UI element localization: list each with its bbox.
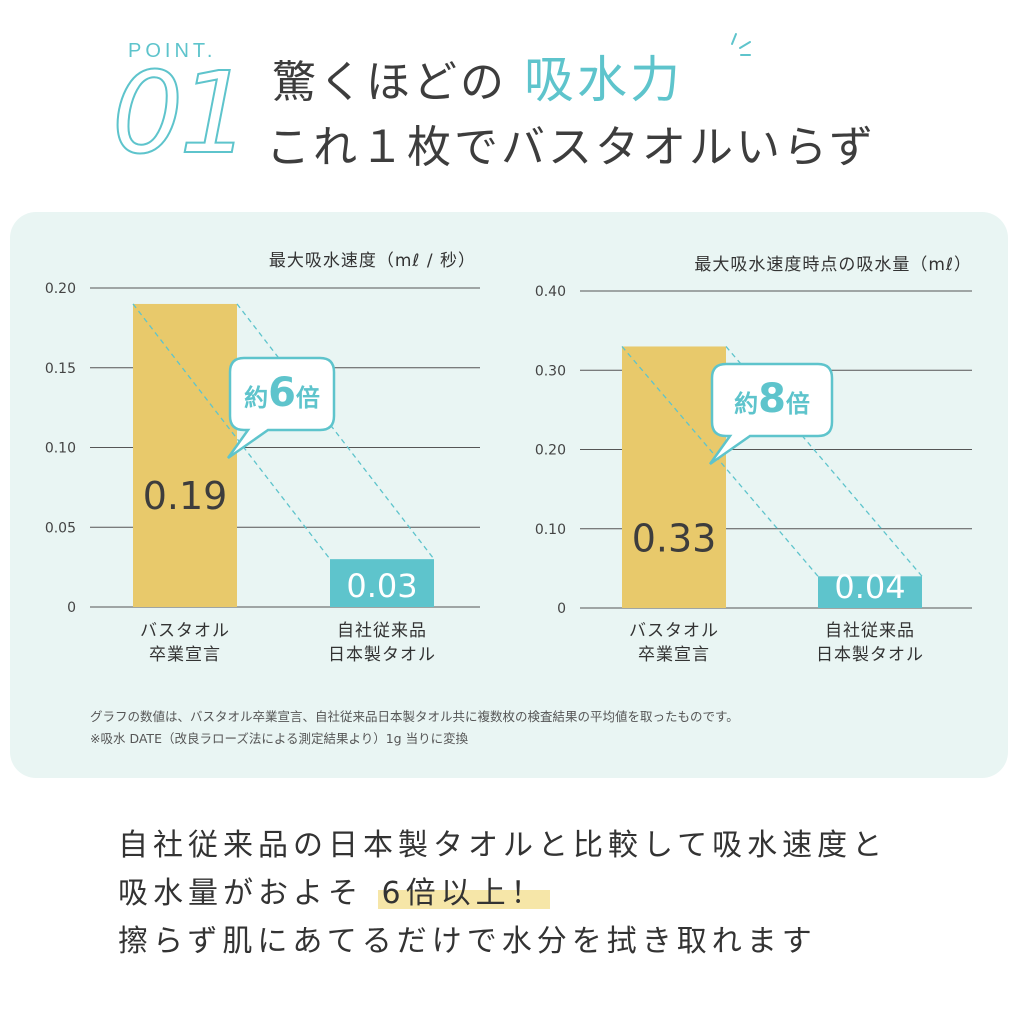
callout-text: 約8倍 bbox=[734, 376, 810, 422]
callout-text: 約6倍 bbox=[244, 370, 320, 416]
y-tick-label: 0.10 bbox=[45, 441, 76, 457]
category-label: 自社従来品 bbox=[825, 621, 915, 641]
y-tick-label: 0.20 bbox=[45, 281, 76, 297]
data-label: 0.33 bbox=[632, 516, 717, 560]
callout-bubble bbox=[226, 356, 336, 460]
category-label: 自社従来品 bbox=[337, 621, 427, 641]
data-label: 0.04 bbox=[834, 568, 905, 606]
category-label: 卒業宣言 bbox=[638, 645, 710, 665]
body-highlight: 6倍以上！ bbox=[377, 876, 550, 911]
headline-pre: 驚くほどの bbox=[272, 57, 507, 108]
bar bbox=[330, 559, 434, 607]
y-tick-label: 0 bbox=[67, 600, 76, 616]
body-line-1: 自社従来品の日本製タオルと比較して吸水速度と bbox=[118, 828, 888, 863]
bar bbox=[622, 346, 726, 608]
y-tick-label: 0 bbox=[557, 601, 566, 617]
body-line-2: 吸水量がおよそ 6倍以上！ bbox=[118, 874, 550, 914]
y-tick-label: 0.05 bbox=[45, 520, 76, 536]
category-label: バスタオル bbox=[140, 621, 230, 641]
headline-line-1: 驚くほどの 吸水力 bbox=[272, 52, 683, 111]
y-tick-label: 0.30 bbox=[535, 363, 566, 379]
y-tick-label: 0.15 bbox=[45, 361, 76, 377]
point-label: POINT. bbox=[128, 40, 217, 62]
point-number: 01 bbox=[111, 49, 251, 179]
headline-accent: 吸水力 bbox=[524, 51, 683, 109]
headline-line-2: これ１枚でバスタオルいらず bbox=[266, 122, 877, 173]
category-label: 日本製タオル bbox=[816, 645, 924, 665]
y-tick-label: 0.40 bbox=[535, 284, 566, 300]
footnote-1: グラフの数値は、バスタオル卒業宣言、自社従来品日本製タオル共に複数枚の検査結果の… bbox=[90, 709, 739, 724]
bar bbox=[133, 303, 237, 607]
chart-title: 最大吸水速度（mℓ / 秒） bbox=[269, 251, 476, 271]
body-line-2-pre: 吸水量がおよそ bbox=[118, 876, 363, 911]
data-label: 0.19 bbox=[143, 474, 228, 518]
chart-title: 最大吸水速度時点の吸水量（mℓ） bbox=[694, 255, 972, 275]
category-label: 日本製タオル bbox=[328, 645, 436, 665]
y-tick-label: 0.10 bbox=[535, 522, 566, 538]
footnote-2: ※吸水 DATE（改良ラローズ法による測定結果より）1g 当りに変換 bbox=[90, 731, 469, 746]
sparkle-icon bbox=[731, 33, 751, 56]
bar bbox=[818, 576, 922, 608]
category-label: バスタオル bbox=[629, 621, 719, 641]
y-tick-label: 0.20 bbox=[535, 443, 566, 459]
body-line-3: 擦らず肌にあてるだけで水分を拭き取れます bbox=[118, 924, 817, 959]
callout-bubble bbox=[708, 362, 834, 466]
category-label: 卒業宣言 bbox=[149, 645, 221, 665]
data-label: 0.03 bbox=[346, 567, 417, 605]
